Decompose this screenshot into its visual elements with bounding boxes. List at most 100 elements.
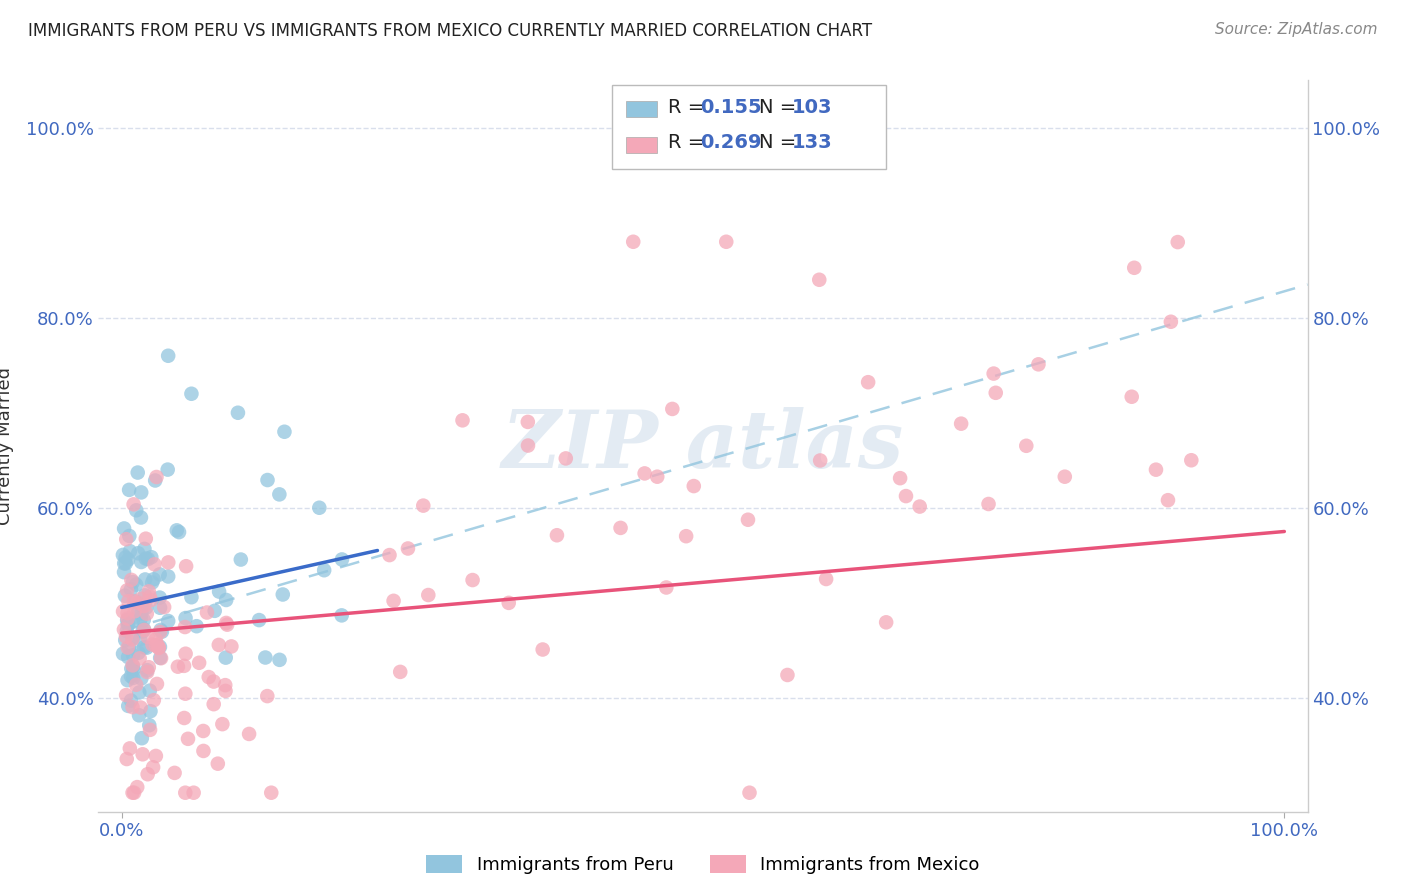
Point xyxy=(122,648,145,663)
Point xyxy=(1053,469,1076,483)
Point xyxy=(554,451,576,466)
Point xyxy=(127,780,149,794)
Point xyxy=(136,552,159,566)
Point xyxy=(214,678,236,692)
Point xyxy=(117,594,139,608)
Point xyxy=(215,650,238,665)
Point xyxy=(121,614,143,628)
Point xyxy=(125,503,148,517)
Point xyxy=(121,631,143,645)
Point xyxy=(517,438,540,452)
Point xyxy=(215,593,238,607)
Point xyxy=(132,599,155,613)
Point xyxy=(655,581,678,595)
Point xyxy=(148,640,170,655)
Point xyxy=(121,632,143,647)
Point xyxy=(226,406,249,420)
Point xyxy=(117,640,139,655)
Point xyxy=(122,662,145,676)
Point xyxy=(308,500,330,515)
Point xyxy=(180,386,202,401)
Point xyxy=(143,474,166,488)
Point xyxy=(195,606,218,620)
Point xyxy=(129,555,152,569)
Point xyxy=(180,591,202,605)
Text: N =: N = xyxy=(759,97,803,117)
Point xyxy=(202,697,225,711)
Point xyxy=(120,669,142,683)
Point xyxy=(167,659,190,673)
Point xyxy=(136,665,159,679)
Point xyxy=(273,425,295,439)
Point xyxy=(153,600,176,615)
Text: 133: 133 xyxy=(792,133,832,153)
Point xyxy=(451,413,474,427)
Point xyxy=(1015,439,1038,453)
Point xyxy=(128,651,150,665)
Point xyxy=(396,541,419,556)
Point xyxy=(127,605,149,619)
Point xyxy=(1167,235,1189,249)
Text: R =: R = xyxy=(668,133,710,153)
Point xyxy=(131,599,153,614)
Point xyxy=(1123,260,1146,275)
Point xyxy=(141,550,163,565)
Point xyxy=(149,591,172,605)
Point xyxy=(114,589,136,603)
Point xyxy=(135,532,157,546)
Point xyxy=(412,499,434,513)
Point xyxy=(908,500,931,514)
Point xyxy=(134,541,156,556)
Point xyxy=(461,573,484,587)
Point xyxy=(138,584,160,599)
Point xyxy=(156,462,179,476)
Point xyxy=(131,607,153,621)
Point xyxy=(183,786,205,800)
Point xyxy=(149,600,172,615)
Point xyxy=(115,583,138,598)
Point xyxy=(112,604,135,618)
Point xyxy=(141,575,163,590)
Point xyxy=(122,594,145,608)
Point xyxy=(738,786,761,800)
Point xyxy=(122,497,145,511)
Point xyxy=(238,727,260,741)
Point xyxy=(122,786,145,800)
Point xyxy=(139,723,162,737)
Point xyxy=(174,620,197,634)
Point xyxy=(177,731,200,746)
Point xyxy=(167,525,190,540)
Point xyxy=(132,622,155,636)
Point xyxy=(163,765,186,780)
Point xyxy=(1180,453,1202,467)
Point xyxy=(145,748,167,763)
Point xyxy=(256,473,278,487)
Point xyxy=(115,613,138,627)
Point xyxy=(114,633,136,648)
Text: Source: ZipAtlas.com: Source: ZipAtlas.com xyxy=(1215,22,1378,37)
Point xyxy=(149,567,172,582)
Point xyxy=(894,489,917,503)
Point xyxy=(127,646,149,660)
Point xyxy=(149,625,172,640)
Point xyxy=(418,588,440,602)
Point xyxy=(138,718,160,732)
Point xyxy=(207,756,229,771)
Point xyxy=(150,624,173,639)
Point xyxy=(129,510,152,524)
Point xyxy=(112,521,135,535)
Legend: Immigrants from Peru, Immigrants from Mexico: Immigrants from Peru, Immigrants from Me… xyxy=(426,855,980,874)
Point xyxy=(127,466,149,480)
Point xyxy=(117,617,139,632)
Point xyxy=(134,588,156,602)
Point xyxy=(950,417,973,431)
Point xyxy=(193,744,215,758)
Point xyxy=(141,638,163,652)
Point xyxy=(128,685,150,699)
Point xyxy=(115,688,138,702)
Point xyxy=(145,632,167,647)
Point xyxy=(115,532,138,546)
Point xyxy=(115,752,138,766)
Point xyxy=(121,786,143,800)
Point xyxy=(174,647,197,661)
